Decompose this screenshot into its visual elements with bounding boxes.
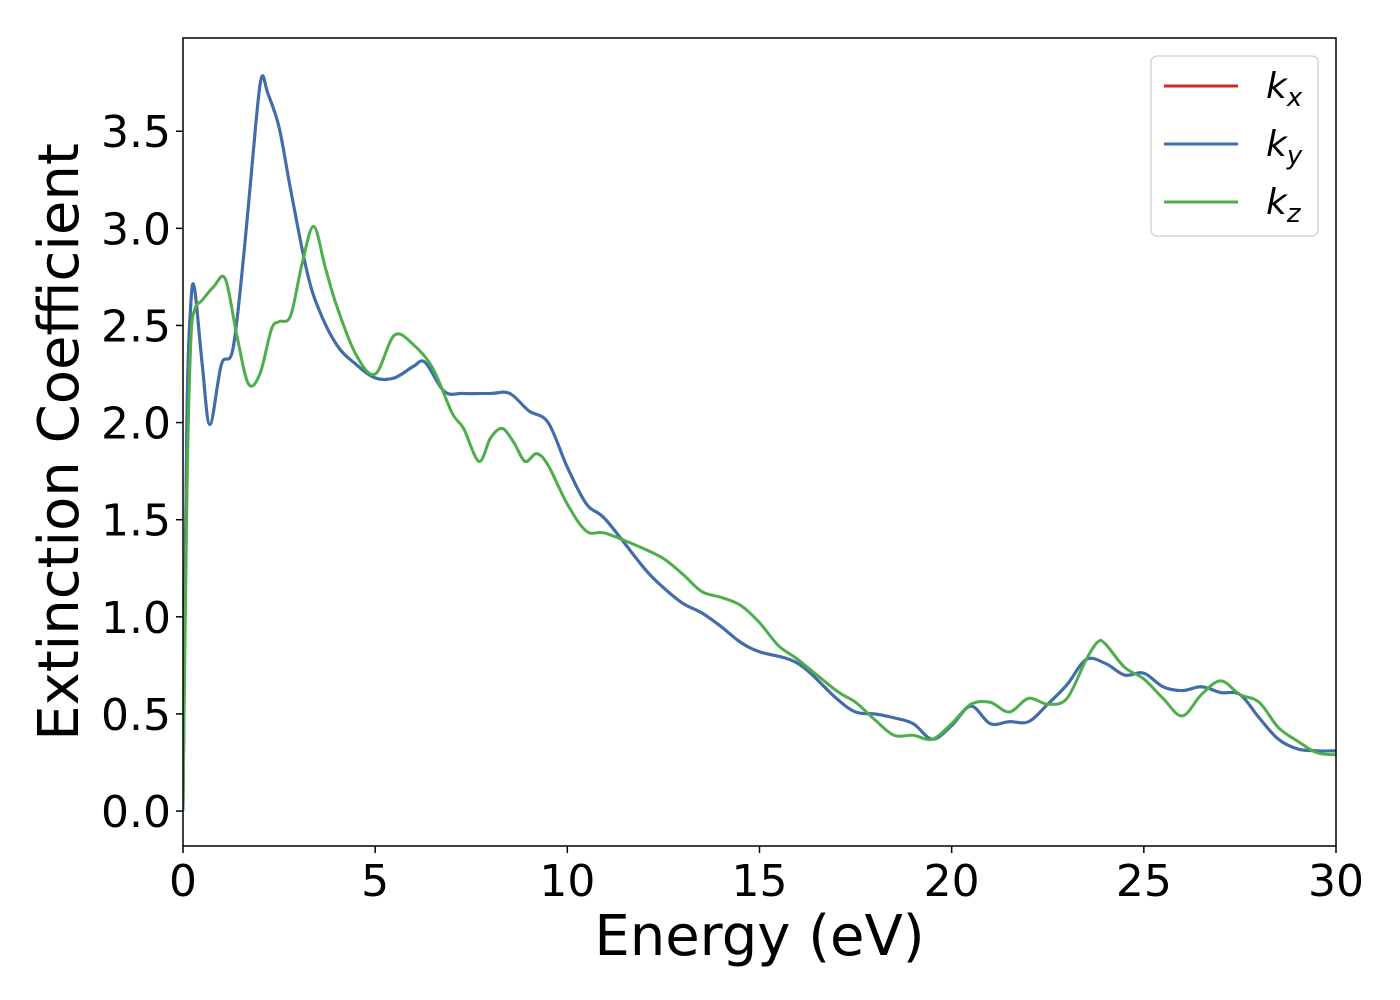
x-tick-label: 20 bbox=[924, 856, 980, 907]
x-axis-label: Energy (eV) bbox=[594, 904, 924, 969]
x-tick-label: 30 bbox=[1308, 856, 1364, 907]
y-tick-label: 0.5 bbox=[101, 690, 171, 741]
y-axis-label: Extinction Coefficient bbox=[27, 143, 92, 741]
y-tick-label: 2.0 bbox=[101, 399, 171, 450]
legend-label-kz: kz bbox=[1266, 182, 1302, 229]
legend-box bbox=[1150, 55, 1319, 237]
legend-label-main: k bbox=[1266, 66, 1289, 107]
y-tick-label: 1.5 bbox=[101, 496, 171, 547]
legend-label-subscript: z bbox=[1286, 199, 1302, 229]
x-tick-label: 0 bbox=[169, 856, 197, 907]
x-ticks: 0 5 10 15 20 25 30 bbox=[169, 846, 1364, 907]
y-tick-label: 3.0 bbox=[101, 204, 171, 255]
y-tick-label: 0.0 bbox=[101, 787, 171, 838]
x-tick-label: 5 bbox=[361, 856, 389, 907]
y-tick-label: 1.0 bbox=[101, 593, 171, 644]
legend-label-kx: kx bbox=[1266, 66, 1303, 113]
x-tick-label: 10 bbox=[539, 856, 595, 907]
legend-label-main: k bbox=[1266, 124, 1289, 165]
legend-label-ky: ky bbox=[1266, 124, 1303, 171]
series-line-ky bbox=[183, 74, 1336, 812]
y-tick-label: 3.5 bbox=[101, 107, 171, 158]
x-tick-label: 15 bbox=[732, 856, 788, 907]
legend-label-subscript: x bbox=[1286, 83, 1303, 113]
legend-label-subscript: y bbox=[1286, 141, 1303, 171]
y-ticks: 0.0 0.5 1.0 1.5 2.0 2.5 3.0 3.5 bbox=[101, 107, 183, 838]
series-layer bbox=[183, 74, 1336, 812]
x-tick-label: 25 bbox=[1116, 856, 1172, 907]
series-line-kz bbox=[183, 224, 1336, 812]
y-tick-label: 2.5 bbox=[101, 301, 171, 352]
legend-label-main: k bbox=[1266, 182, 1289, 223]
